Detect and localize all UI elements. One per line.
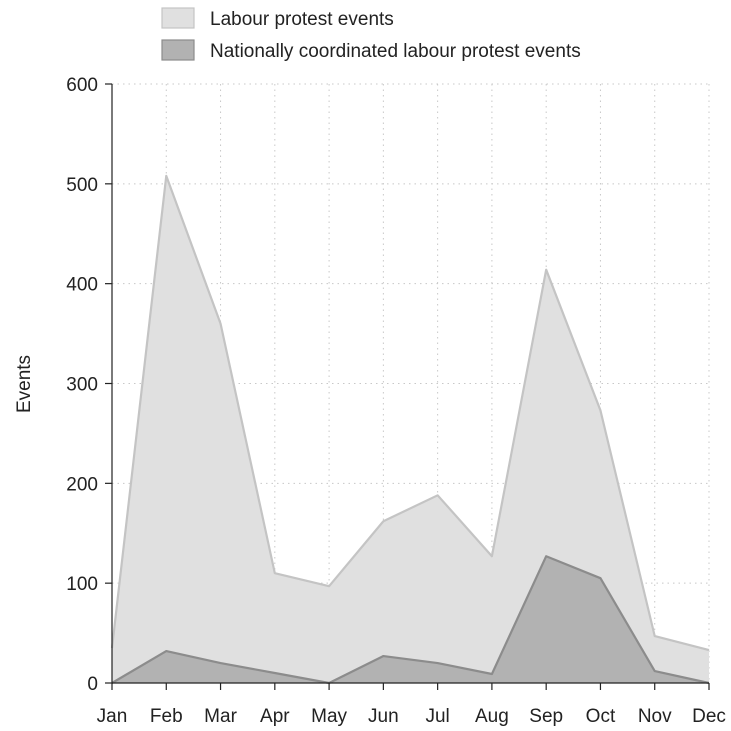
y-tick-label: 400 <box>66 275 98 296</box>
plot-areas <box>110 174 710 685</box>
x-tick-label: Oct <box>586 706 616 727</box>
y-tick-label: 100 <box>66 574 98 595</box>
legend-label-2: Nationally coordinated labour protest ev… <box>210 41 581 62</box>
x-tick-label: Jul <box>425 706 449 727</box>
series-line-1 <box>110 174 710 652</box>
series-area-1 <box>112 175 709 683</box>
x-tick-label: Nov <box>638 706 672 727</box>
legend-label-1: Labour protest events <box>210 9 394 30</box>
x-tick-label: Aug <box>475 706 509 727</box>
legend: Labour protest events Nationally coordina… <box>161 7 581 62</box>
y-tick-label: 0 <box>87 674 98 695</box>
x-tick-label: Feb <box>150 706 183 727</box>
x-tick-label: Mar <box>204 706 237 727</box>
x-tick-label: Jan <box>97 706 128 727</box>
series-line-2 <box>111 555 710 685</box>
y-tick-label: 200 <box>66 474 98 495</box>
series-area-2 <box>112 556 709 683</box>
y-tick-label: 500 <box>66 175 98 196</box>
axes: 0 100 200 300 400 500 600 Jan Feb Mar Apr May Jun Jul… <box>66 75 726 727</box>
x-tick-label: Sep <box>529 706 563 727</box>
legend-swatch-2 <box>161 39 195 61</box>
x-tick-label: Dec <box>692 706 726 727</box>
y-tick-label: 300 <box>66 375 98 396</box>
x-tick-label: May <box>311 706 347 727</box>
x-tick-label: Jun <box>368 706 399 727</box>
y-axis-title: Events <box>14 355 35 413</box>
legend-swatch-1 <box>161 7 195 29</box>
x-tick-label: Apr <box>260 706 290 727</box>
y-tick-label: 600 <box>66 75 98 96</box>
